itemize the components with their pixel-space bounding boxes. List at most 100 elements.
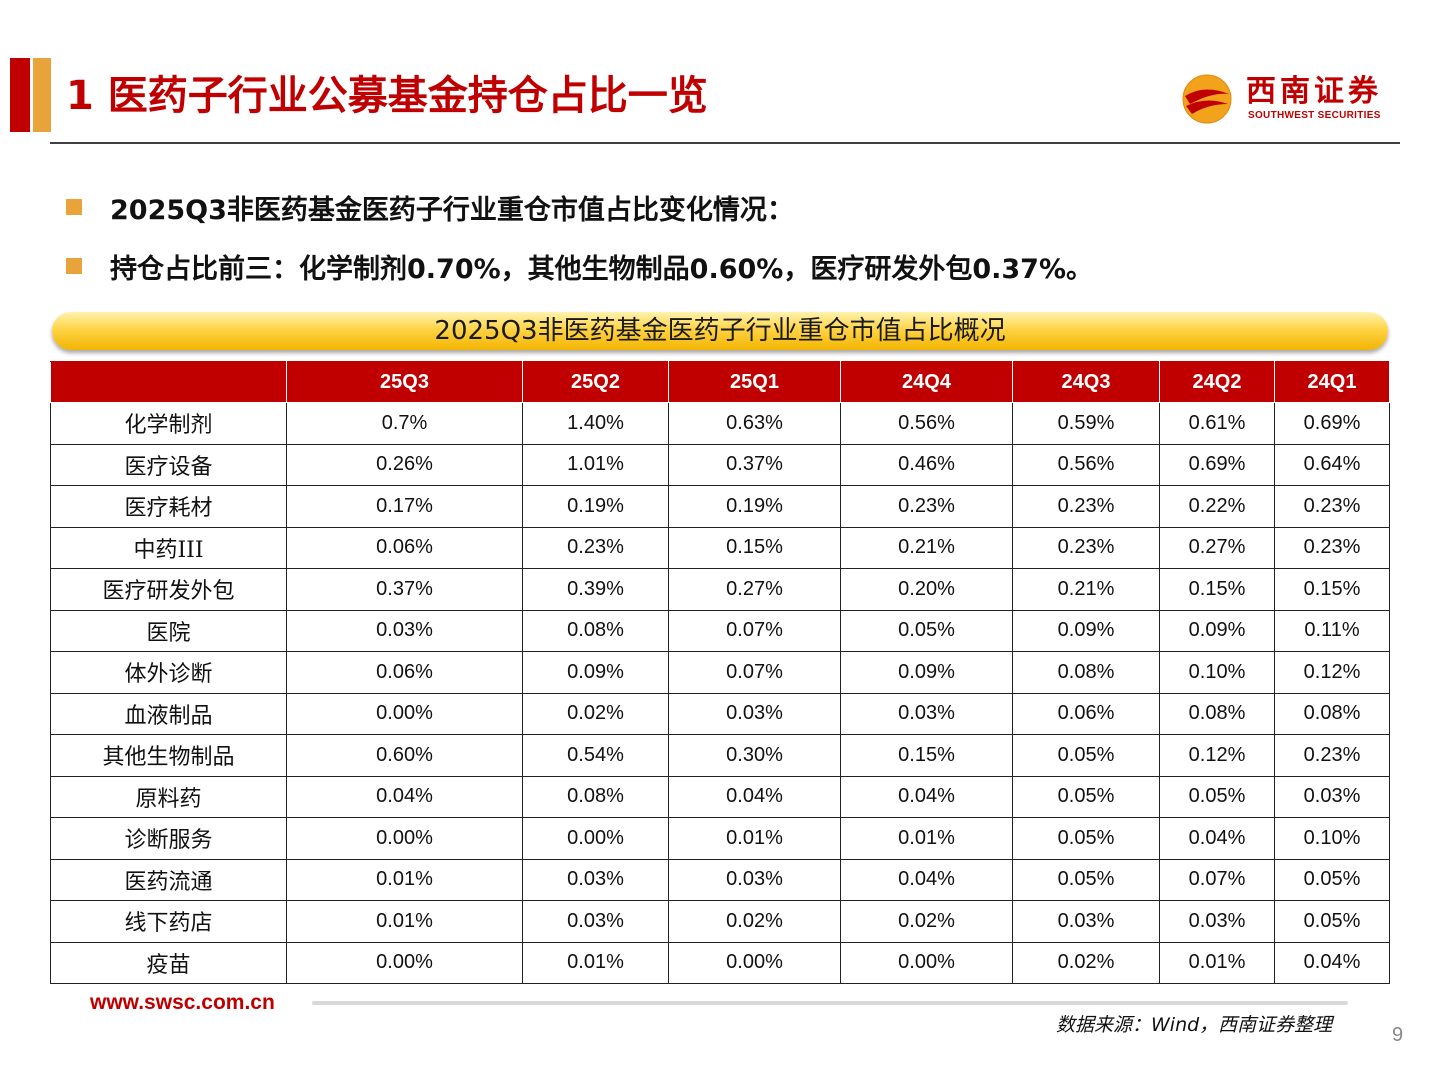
- header-cell-period: 25Q3: [286, 361, 523, 403]
- holdings-table: 25Q3 25Q2 25Q1 24Q4 24Q3 24Q2 24Q1 化学制剂 0.7% 1.4…: [50, 361, 1390, 984]
- holding-ratio-cell: 0.04%: [286, 775, 523, 818]
- holding-ratio-cell: 0.07%: [1159, 858, 1275, 901]
- sub-industry-name: 血液制品: [50, 692, 287, 735]
- holding-ratio-cell: 0.03%: [522, 858, 669, 901]
- holding-ratio-cell: 0.17%: [286, 485, 523, 528]
- holding-ratio-cell: 0.19%: [522, 485, 669, 528]
- holding-ratio-cell: 0.02%: [522, 692, 669, 735]
- holding-ratio-cell: 0.56%: [840, 402, 1013, 445]
- holding-ratio-cell: 0.06%: [286, 526, 523, 569]
- holding-ratio-cell: 0.27%: [1159, 526, 1275, 569]
- holding-ratio-cell: 0.56%: [1012, 443, 1160, 486]
- sub-industry-name: 化学制剂: [50, 402, 287, 445]
- company-logo: 西南证券 SOUTHWEST SECURITIES: [1182, 72, 1392, 128]
- sub-industry-name: 线下药店: [50, 900, 287, 943]
- sub-industry-name: 疫苗: [50, 941, 287, 984]
- table-row: 医院 0.03% 0.08% 0.07% 0.05% 0.09% 0.09% 0.11%: [50, 609, 1390, 652]
- holding-ratio-cell: 0.00%: [286, 941, 523, 984]
- holding-ratio-cell: 0.03%: [840, 692, 1013, 735]
- holding-ratio-cell: 0.15%: [668, 526, 841, 569]
- holding-ratio-cell: 0.37%: [286, 568, 523, 611]
- holding-ratio-cell: 0.39%: [522, 568, 669, 611]
- logo-mark-icon: [1182, 74, 1232, 124]
- holding-ratio-cell: 0.03%: [668, 858, 841, 901]
- holding-ratio-cell: 0.23%: [840, 485, 1013, 528]
- holding-ratio-cell: 0.03%: [286, 609, 523, 652]
- holding-ratio-cell: 0.54%: [522, 734, 669, 777]
- holding-ratio-cell: 0.23%: [1274, 485, 1390, 528]
- page-title: 1 医药子行业公募基金持仓占比一览: [66, 73, 708, 119]
- header-cell-period: 24Q3: [1012, 361, 1160, 403]
- holding-ratio-cell: 0.04%: [1159, 817, 1275, 860]
- holding-ratio-cell: 0.03%: [668, 692, 841, 735]
- page-number: 9: [1392, 1024, 1404, 1046]
- header-cell-period: 24Q4: [840, 361, 1013, 403]
- holding-ratio-cell: 0.02%: [840, 900, 1013, 943]
- holding-ratio-cell: 0.46%: [840, 443, 1013, 486]
- holding-ratio-cell: 0.26%: [286, 443, 523, 486]
- holding-ratio-cell: 0.04%: [1274, 941, 1390, 984]
- holding-ratio-cell: 0.08%: [522, 775, 669, 818]
- holding-ratio-cell: 0.05%: [1012, 858, 1160, 901]
- bullet-square-icon: [66, 199, 82, 215]
- table-row: 原料药 0.04% 0.08% 0.04% 0.04% 0.05% 0.05% 0.03%: [50, 775, 1390, 818]
- holding-ratio-cell: 0.00%: [286, 817, 523, 860]
- table-row: 其他生物制品 0.60% 0.54% 0.30% 0.15% 0.05% 0.12% 0.23…: [50, 734, 1390, 777]
- holding-ratio-cell: 0.10%: [1274, 817, 1390, 860]
- holding-ratio-cell: 0.23%: [1012, 485, 1160, 528]
- title-accent-bar-red: [10, 58, 30, 132]
- holding-ratio-cell: 0.20%: [840, 568, 1013, 611]
- holding-ratio-cell: 0.06%: [286, 651, 523, 694]
- holding-ratio-cell: 0.7%: [286, 402, 523, 445]
- table-row: 医药流通 0.01% 0.03% 0.03% 0.04% 0.05% 0.07% 0.05%: [50, 858, 1390, 901]
- sub-industry-name: 体外诊断: [50, 651, 287, 694]
- holding-ratio-cell: 0.09%: [1159, 609, 1275, 652]
- holding-ratio-cell: 0.01%: [840, 817, 1013, 860]
- holding-ratio-cell: 0.09%: [1012, 609, 1160, 652]
- holding-ratio-cell: 0.04%: [668, 775, 841, 818]
- sub-industry-name: 医院: [50, 609, 287, 652]
- holding-ratio-cell: 0.21%: [1012, 568, 1160, 611]
- holding-ratio-cell: 0.23%: [1012, 526, 1160, 569]
- sub-industry-name: 医疗研发外包: [50, 568, 287, 611]
- table-row: 中药III 0.06% 0.23% 0.15% 0.21% 0.23% 0.27% 0.23%: [50, 526, 1390, 569]
- header-cell-period: 25Q2: [522, 361, 669, 403]
- holding-ratio-cell: 0.05%: [1012, 817, 1160, 860]
- holding-ratio-cell: 0.03%: [1274, 775, 1390, 818]
- holding-ratio-cell: 0.03%: [522, 900, 669, 943]
- table-header-row: 25Q3 25Q2 25Q1 24Q4 24Q3 24Q2 24Q1: [50, 361, 1390, 403]
- holding-ratio-cell: 0.01%: [668, 817, 841, 860]
- holding-ratio-cell: 0.05%: [1274, 900, 1390, 943]
- holding-ratio-cell: 0.01%: [286, 858, 523, 901]
- table-caption-banner: 2025Q3非医药基金医药子行业重仓市值占比概况: [52, 312, 1388, 350]
- holding-ratio-cell: 0.23%: [522, 526, 669, 569]
- data-source-note: 数据来源：Wind，西南证券整理: [1056, 1014, 1333, 1036]
- sub-industry-name: 其他生物制品: [50, 734, 287, 777]
- bullet-square-icon: [66, 258, 82, 274]
- logo-text-cn: 西南证券: [1246, 74, 1382, 109]
- holding-ratio-cell: 0.04%: [840, 858, 1013, 901]
- header-cell-period: 25Q1: [668, 361, 841, 403]
- bullet-text: 持仓占比前三：化学制剂0.70%，其他生物制品0.60%，医疗研发外包0.37%…: [110, 253, 1094, 285]
- holding-ratio-cell: 0.05%: [840, 609, 1013, 652]
- holding-ratio-cell: 0.27%: [668, 568, 841, 611]
- holding-ratio-cell: 0.04%: [840, 775, 1013, 818]
- holding-ratio-cell: 0.06%: [1012, 692, 1160, 735]
- table-row: 体外诊断 0.06% 0.09% 0.07% 0.09% 0.08% 0.10% 0.12%: [50, 651, 1390, 694]
- holding-ratio-cell: 0.22%: [1159, 485, 1275, 528]
- holding-ratio-cell: 0.15%: [1159, 568, 1275, 611]
- holding-ratio-cell: 0.02%: [1012, 941, 1160, 984]
- holding-ratio-cell: 0.08%: [1012, 651, 1160, 694]
- holding-ratio-cell: 0.37%: [668, 443, 841, 486]
- holding-ratio-cell: 0.60%: [286, 734, 523, 777]
- title-divider: [50, 142, 1400, 144]
- holding-ratio-cell: 0.08%: [1159, 692, 1275, 735]
- holding-ratio-cell: 0.07%: [668, 651, 841, 694]
- sub-industry-name: 中药III: [50, 526, 287, 569]
- holding-ratio-cell: 1.40%: [522, 402, 669, 445]
- bullet-item: 2025Q3非医药基金医药子行业重仓市值占比变化情况：: [66, 187, 794, 227]
- holding-ratio-cell: 0.23%: [1274, 734, 1390, 777]
- holding-ratio-cell: 0.00%: [286, 692, 523, 735]
- sub-industry-name: 医疗耗材: [50, 485, 287, 528]
- website-url: www.swsc.com.cn: [90, 991, 275, 1014]
